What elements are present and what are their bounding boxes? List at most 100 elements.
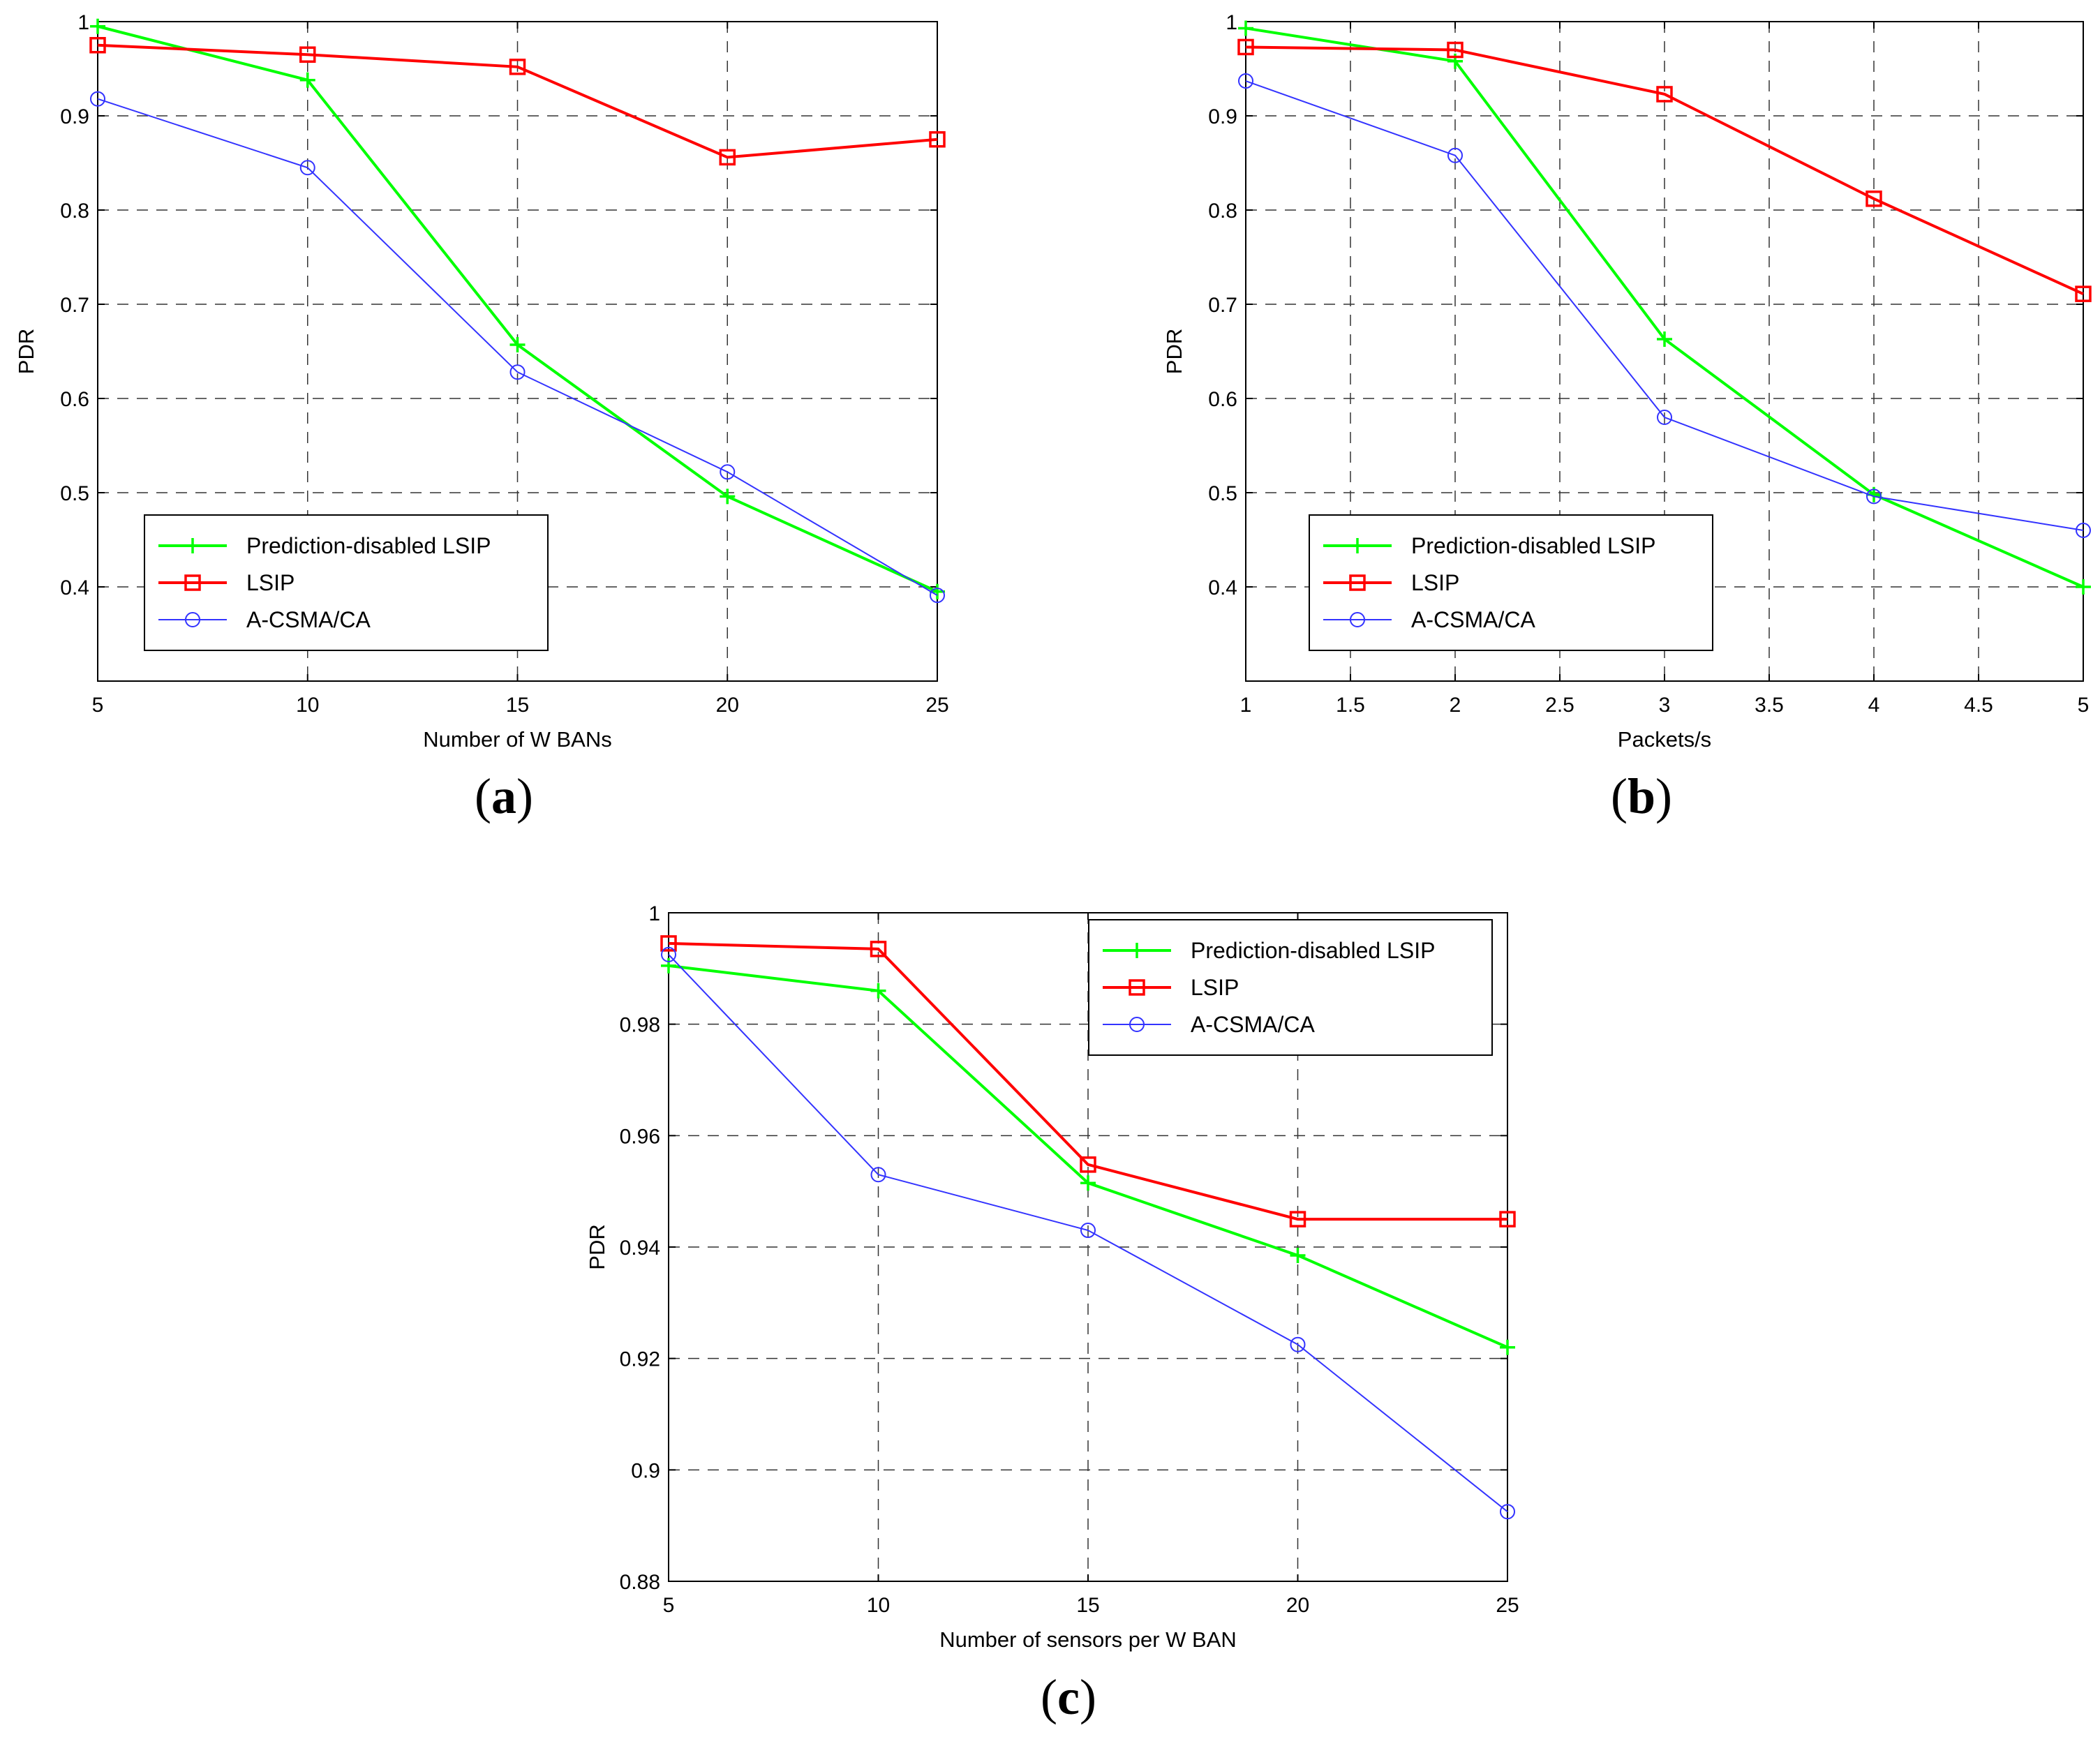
x-tick-label: 4 — [1868, 694, 1880, 717]
data-point — [661, 946, 676, 962]
x-tick-label: 3.5 — [1755, 694, 1784, 717]
data-point — [1289, 1211, 1306, 1228]
series-prediction-disabled — [90, 18, 945, 599]
data-point — [870, 941, 887, 957]
legend-label: LSIP — [1411, 570, 1459, 595]
x-tick-label: 1.5 — [1336, 694, 1365, 717]
data-point — [1290, 1247, 1306, 1263]
y-tick-label: 0.9 — [1208, 105, 1237, 128]
x-tick-label: 15 — [506, 694, 529, 717]
data-point — [1238, 73, 1253, 89]
data-point — [2075, 285, 2092, 302]
data-point — [1500, 1339, 1515, 1355]
x-tick-label: 20 — [716, 694, 739, 717]
y-tick-label: 0.9 — [60, 105, 89, 128]
series-acsma — [1238, 73, 2091, 538]
legend-marker — [1350, 612, 1365, 627]
legend-marker — [185, 612, 200, 627]
legend-label: Prediction-disabled LSIP — [246, 533, 491, 558]
series-line — [668, 941, 1507, 1221]
legend: Prediction-disabled LSIP LSIP A-CSMA/CA — [1309, 514, 1713, 651]
legend-label: Prediction-disabled LSIP — [1411, 533, 1655, 558]
data-point — [2076, 523, 2091, 538]
y-tick-label: 0.98 — [620, 1014, 660, 1037]
data-point — [720, 488, 736, 505]
legend: Prediction-disabled LSIP LSIP A-CSMA/CA — [1088, 919, 1493, 1056]
data-point — [1447, 147, 1463, 163]
panel-caption: (c) — [1041, 1669, 1096, 1725]
x-tick-label: 25 — [1496, 1594, 1519, 1617]
data-point — [930, 588, 945, 604]
series-line — [97, 43, 938, 159]
data-point — [1656, 86, 1673, 103]
legend-label: LSIP — [246, 570, 295, 595]
data-point — [870, 1167, 886, 1183]
y-axis-label: PDR — [1162, 329, 1186, 374]
x-tick-label: 10 — [296, 694, 319, 717]
data-point — [720, 464, 736, 480]
y-tick-label: 0.7 — [1208, 294, 1237, 317]
data-point — [870, 983, 886, 999]
chart-panel-a: 5 10 15 20 25 0.4 0.5 0.6 0.7 0.8 0.9 1 Number of W … — [14, 11, 949, 824]
series-line — [668, 954, 1508, 1512]
y-tick-label: 0.5 — [1208, 482, 1237, 505]
chart-panel-c: 5 10 15 20 25 0.88 0.9 0.92 0.94 0.96 0.98 1 Number … — [585, 902, 1519, 1725]
data-point — [660, 935, 677, 952]
y-tick-label: 0.92 — [620, 1348, 660, 1371]
data-point — [1080, 1223, 1096, 1239]
data-point — [1500, 1504, 1515, 1520]
y-tick-label: 1 — [77, 11, 89, 34]
data-point — [1657, 331, 1672, 347]
y-tick-label: 0.6 — [60, 388, 89, 411]
panel-caption: (a) — [475, 768, 533, 824]
data-point — [1080, 1175, 1096, 1191]
data-point — [1866, 488, 1882, 505]
series-line — [97, 24, 938, 593]
series-prediction-disabled — [661, 957, 1515, 1355]
data-point — [1237, 38, 1254, 56]
legend-label: Prediction-disabled LSIP — [1191, 938, 1435, 963]
series-acsma — [661, 946, 1515, 1520]
legend-marker — [1129, 979, 1145, 996]
data-point — [929, 131, 946, 148]
x-tick-label: 25 — [925, 694, 948, 717]
y-tick-label: 0.5 — [60, 482, 89, 505]
legend-label: A-CSMA/CA — [1191, 1012, 1315, 1037]
x-tick-label: 4.5 — [1964, 694, 1993, 717]
y-tick-label: 0.8 — [1208, 200, 1237, 223]
y-tick-label: 1 — [1226, 11, 1237, 34]
legend-marker — [1129, 943, 1145, 958]
data-point — [90, 18, 105, 34]
legend-marker — [1349, 574, 1366, 591]
series-lsip — [1237, 38, 2092, 302]
y-tick-label: 0.9 — [631, 1459, 660, 1482]
panel-caption: (b) — [1611, 768, 1672, 824]
data-point — [1290, 1336, 1306, 1352]
data-point — [299, 72, 315, 88]
x-axis-label: Number of W BANs — [423, 727, 611, 752]
x-tick-label: 20 — [1286, 1594, 1309, 1617]
x-tick-label: 1 — [1240, 694, 1252, 717]
data-point — [1499, 1211, 1516, 1228]
x-tick-label: 2 — [1450, 694, 1461, 717]
y-tick-label: 0.88 — [620, 1571, 660, 1594]
chart-panel-b: 1 1.5 2 2.5 3 3.5 4 4.5 5 0.4 0.5 0.6 0.7 0.8 0.9 1 Pack… — [1162, 11, 2092, 824]
data-point — [1657, 410, 1672, 425]
y-tick-label: 1 — [648, 902, 660, 925]
legend-box — [1309, 514, 1713, 651]
x-tick-label: 5 — [92, 694, 104, 717]
x-tick-label: 10 — [867, 1594, 890, 1617]
y-tick-label: 0.6 — [1208, 388, 1237, 411]
data-point — [89, 37, 106, 54]
x-tick-label: 15 — [1076, 1594, 1099, 1617]
legend: Prediction-disabled LSIP LSIP A-CSMA/CA — [144, 514, 549, 651]
y-axis-label: PDR — [14, 329, 38, 374]
data-point — [1080, 1156, 1096, 1173]
data-point — [719, 149, 736, 166]
x-axis-label: Packets/s — [1618, 727, 1711, 752]
legend-marker — [184, 574, 201, 591]
x-tick-label: 2.5 — [1545, 694, 1574, 717]
series-line — [97, 98, 938, 597]
y-tick-label: 0.8 — [60, 200, 89, 223]
